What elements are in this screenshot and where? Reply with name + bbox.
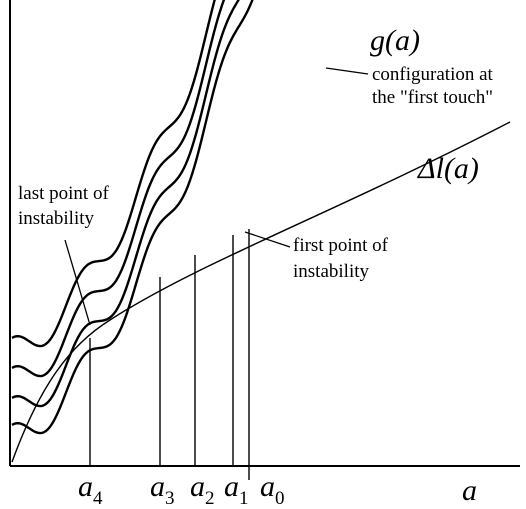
g-curves-group bbox=[11, 0, 254, 435]
pointer-configuration bbox=[325, 67, 369, 75]
g-curve-top bbox=[11, 0, 216, 348]
tick-label-a0: a0 bbox=[260, 470, 285, 509]
g-curve-lower bbox=[11, 0, 240, 408]
tick-label-a1: a1 bbox=[224, 470, 249, 509]
last-point-label-line2: instability bbox=[18, 208, 95, 229]
first-point-label-line2: instability bbox=[293, 261, 370, 282]
g-curve-bottom bbox=[11, 0, 254, 435]
delta-l-label: Δl(a) bbox=[417, 152, 479, 185]
configuration-label-line1: configuration at bbox=[372, 64, 494, 85]
last-point-label-line1: last point of bbox=[18, 183, 109, 204]
x-axis-label: a bbox=[462, 474, 477, 507]
configuration-label-line2: the "first touch" bbox=[372, 87, 493, 108]
tick-label-a2: a2 bbox=[190, 470, 215, 509]
g-curve-label: g(a) bbox=[370, 24, 420, 57]
pointer-first-point bbox=[244, 231, 291, 248]
pointer-last-point bbox=[64, 239, 91, 326]
tick-label-a4: a4 bbox=[78, 470, 103, 509]
g-curve-upper bbox=[11, 0, 226, 378]
delta-l-curve bbox=[11, 121, 511, 463]
tick-label-a3: a3 bbox=[150, 470, 175, 509]
first-point-label-line1: first point of bbox=[293, 235, 389, 256]
